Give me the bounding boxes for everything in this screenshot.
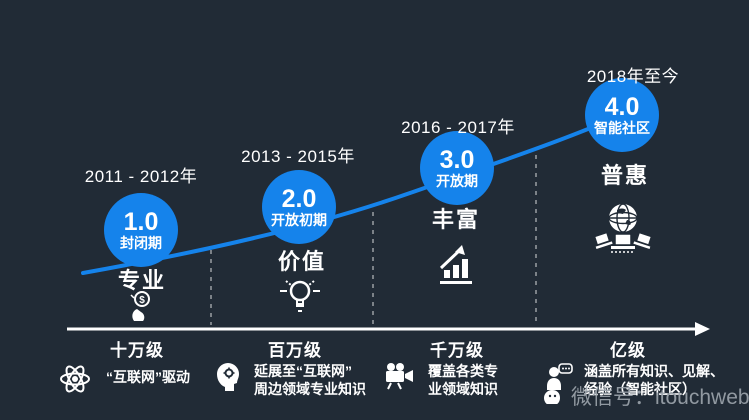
stage4-version: 4.0 (604, 93, 640, 121)
stage1-phase: 封闭期 (120, 235, 162, 251)
stage2-phase: 开放初期 (271, 212, 327, 228)
head-gear-icon (214, 362, 242, 401)
stage1-desc-item: “互联网”驱动 (58, 362, 190, 401)
lightbulb-icon (278, 278, 322, 321)
stage2-desc-line2: 周边领域专业知识 (254, 381, 366, 397)
stage4-years: 2018年至今 (586, 67, 680, 86)
stage1-scale: 十万级 (110, 341, 164, 360)
stage3-years: 2016 - 2017年 (401, 118, 515, 137)
stage4-desc-line1: 涵盖所有知识、见解、 (584, 363, 724, 379)
stage2-circle: 2.0 开放初期 (262, 170, 336, 244)
stage3-desc-line1: 覆盖各类专 (428, 363, 498, 379)
growth-chart-icon (436, 242, 476, 289)
video-camera-icon (383, 362, 415, 395)
stage2-keyword: 价值 (277, 249, 327, 274)
stage1-desc-line1: “互联网”驱动 (106, 369, 190, 385)
stage3-version: 3.0 (439, 146, 475, 174)
chat-person-icon (544, 362, 574, 409)
stage3-keyword: 丰富 (431, 207, 481, 232)
stage1-years: 2011 - 2012年 (84, 167, 198, 186)
stage3-desc-item: 覆盖各类专 业领域知识 (383, 362, 498, 398)
stage3-circle: 3.0 开放期 (420, 131, 494, 205)
globe-laptops-icon (591, 202, 655, 259)
stage4-phase: 智能社区 (594, 120, 650, 136)
watermark-text: 微信号：itouchweb (571, 386, 749, 409)
atom-icon (58, 362, 92, 401)
money-coin-icon: $ (127, 290, 155, 327)
stage2-desc-line1: 延展至“互联网” (254, 363, 352, 379)
stage4-scale: 亿级 (610, 341, 646, 360)
stage4-keyword: 普惠 (600, 163, 650, 188)
stage4-circle: 4.0 智能社区 (585, 78, 659, 152)
stage2-scale: 百万级 (268, 341, 322, 360)
stage1-version: 1.0 (123, 208, 159, 236)
stage2-desc-item: 延展至“互联网” 周边领域专业知识 (214, 362, 366, 401)
stage2-version: 2.0 (281, 185, 317, 213)
stage2-years: 2013 - 2015年 (241, 147, 355, 166)
stage3-scale: 千万级 (430, 341, 484, 360)
stage3-desc-line2: 业领域知识 (428, 381, 498, 397)
axis-arrow-icon (695, 322, 710, 336)
stage3-phase: 开放期 (436, 173, 478, 189)
growth-curve (81, 112, 626, 275)
stage4-desc-item: 涵盖所有知识、见解、 经验（智能社区） (544, 362, 724, 409)
stage1-keyword: 专业 (117, 268, 167, 293)
svg-text:$: $ (139, 295, 145, 306)
stage4-desc-line2: 经验（智能社区） (584, 381, 696, 397)
stage1-circle: 1.0 封闭期 (104, 193, 178, 267)
